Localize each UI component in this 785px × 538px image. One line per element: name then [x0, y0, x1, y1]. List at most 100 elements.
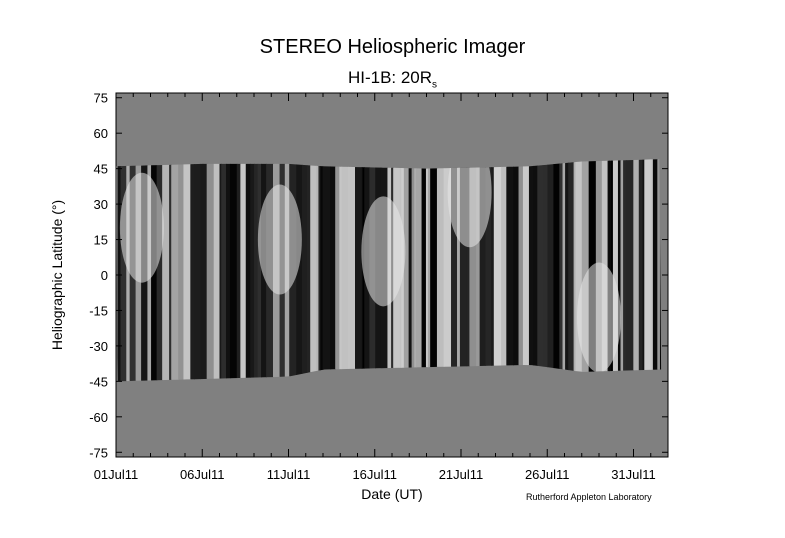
- intensity-strip: [638, 159, 644, 382]
- intensity-strip: [169, 159, 172, 382]
- intensity-strip: [229, 159, 238, 382]
- bright-features: [119, 159, 621, 373]
- intensity-strip: [411, 159, 415, 382]
- intensity-strip: [518, 159, 524, 382]
- y-tick-label: -15: [89, 303, 108, 318]
- x-tick-label: 26Jul11: [525, 467, 570, 482]
- x-tick-label: 16Jul11: [352, 467, 397, 482]
- intensity-strip: [219, 159, 222, 382]
- x-tick-label: 01Jul11: [94, 467, 139, 482]
- intensity-strip: [156, 159, 163, 382]
- subtitle-subscript: s: [432, 79, 438, 91]
- intensity-strip: [120, 159, 127, 382]
- intensity-strip: [501, 159, 507, 382]
- intensity-strip: [617, 159, 622, 382]
- intensity-strip: [575, 159, 583, 382]
- intensity-strip: [537, 159, 544, 382]
- credit-text: Rutherford Appleton Laboratory: [526, 492, 652, 502]
- intensity-strip: [301, 159, 308, 382]
- intensity-strip: [476, 159, 481, 382]
- y-tick-label: 30: [94, 197, 108, 212]
- y-tick-label: 45: [94, 162, 108, 177]
- intensity-strip: [609, 159, 612, 382]
- bright-feature: [361, 196, 406, 307]
- bright-feature: [257, 184, 302, 295]
- intensity-strip: [408, 159, 413, 382]
- intensity-strip: [581, 159, 590, 382]
- chart-subtitle: HI-1B: 20Rs: [0, 68, 785, 90]
- intensity-strip: [451, 159, 458, 382]
- intensity-strip: [183, 159, 191, 382]
- intensity-strip: [339, 159, 343, 382]
- intensity-strip: [330, 159, 336, 382]
- intensity-strip: [485, 159, 492, 382]
- intensity-strip: [493, 159, 502, 382]
- intensity-strip: [117, 159, 122, 382]
- intensity-strip: [225, 159, 231, 382]
- intensity-strip: [513, 159, 520, 382]
- intensity-strip: [611, 159, 614, 382]
- x-tick-label: 21Jul11: [439, 467, 484, 482]
- y-tick-label: -45: [89, 374, 108, 389]
- intensity-strip: [625, 159, 634, 382]
- y-tick-label: 75: [94, 91, 108, 106]
- intensity-strip: [479, 159, 487, 382]
- intensity-strip: [620, 159, 624, 382]
- intensity-strip: [200, 159, 204, 382]
- intensity-strip: [296, 159, 303, 382]
- intensity-strip: [335, 159, 340, 382]
- y-tick-label: -30: [89, 339, 108, 354]
- y-tick-label: -60: [89, 410, 108, 425]
- bright-feature: [577, 262, 621, 373]
- intensity-strip: [414, 159, 417, 382]
- intensity-strip: [162, 159, 170, 382]
- intensity-strip: [190, 159, 195, 382]
- intensity-strip: [250, 159, 255, 382]
- intensity-strip: [559, 159, 564, 382]
- intensity-strip: [320, 159, 324, 382]
- intensity-strip: [612, 159, 619, 382]
- intensity-strip: [491, 159, 495, 382]
- intensity-strip: [427, 159, 431, 382]
- y-tick-label: 60: [94, 126, 108, 141]
- intensity-strip: [116, 159, 118, 382]
- intensity-strip: [522, 159, 530, 382]
- intensity-strip: [403, 159, 410, 382]
- y-axis: 75 60 45 30 15 0 -15 -30 -45 -60 -75: [89, 91, 668, 460]
- intensity-strip: [633, 159, 640, 382]
- intensity-strip: [573, 159, 577, 382]
- intensity-strip: [642, 159, 645, 382]
- y-tick-label: -75: [89, 445, 108, 460]
- intensity-strip: [236, 159, 241, 382]
- x-tick-label: 06Jul11: [180, 467, 225, 482]
- intensity-strip: [528, 159, 534, 382]
- intensity-strip: [310, 159, 317, 382]
- intensity-strip: [341, 159, 349, 382]
- intensity-strip: [568, 159, 575, 382]
- intensity-strip: [348, 159, 356, 382]
- intensity-strip: [171, 159, 179, 382]
- intensity-strip: [421, 159, 427, 382]
- intensity-strip: [254, 159, 259, 382]
- intensity-strip: [360, 159, 364, 382]
- bright-feature: [119, 172, 164, 283]
- intensity-strip: [457, 159, 461, 382]
- x-axis-label: Date (UT): [361, 486, 423, 502]
- intensity-strip: [322, 159, 331, 382]
- intensity-strip: [644, 159, 652, 382]
- intensity-strip: [623, 159, 627, 382]
- intensity-strip: [469, 159, 477, 382]
- intensity-strip: [652, 159, 658, 382]
- intensity-strip: [193, 159, 201, 382]
- intensity-strip: [240, 159, 247, 382]
- intensity-strip: [257, 159, 262, 382]
- intensity-strip: [202, 159, 208, 382]
- chart-title: STEREO Heliospheric Imager: [259, 36, 526, 58]
- intensity-strip: [650, 159, 654, 382]
- intensity-strip: [221, 159, 227, 382]
- y-tick-label: 0: [101, 268, 108, 283]
- intensity-strip: [306, 159, 311, 382]
- intensity-strip: [206, 159, 215, 382]
- intensity-strip: [506, 159, 514, 382]
- intensity-strip: [542, 159, 549, 382]
